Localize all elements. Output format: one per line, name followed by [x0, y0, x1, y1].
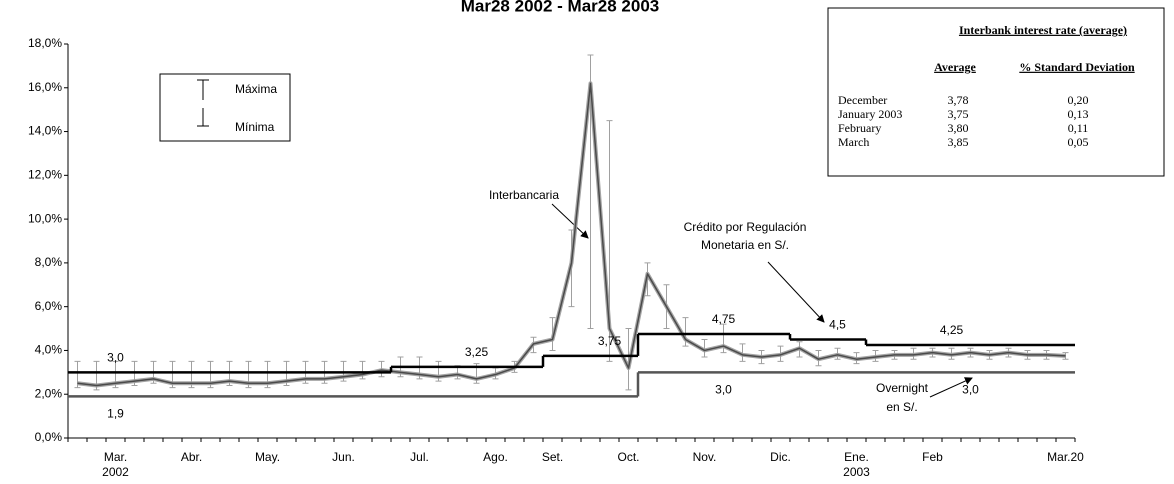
- annotation-arrow: [929, 377, 973, 398]
- chart-title: Mar28 2002 - Mar28 2003: [461, 0, 659, 15]
- value-label: 4,25: [940, 323, 964, 337]
- value-label: 3,75: [598, 334, 622, 348]
- annotation-arrow: [767, 261, 825, 323]
- legend-label: Mínima: [235, 120, 275, 134]
- table-cell: 0,13: [1068, 107, 1089, 121]
- y-tick-label: 8,0%: [35, 255, 63, 269]
- table-cell: March: [838, 135, 869, 149]
- y-tick-label: 0,0%: [35, 430, 63, 444]
- legend-box: [159, 73, 291, 142]
- value-label: 3,0: [107, 351, 124, 365]
- legend-label: Máxima: [235, 82, 277, 96]
- y-tick-label: 18,0%: [28, 36, 62, 50]
- legend-symbol-min: [197, 108, 209, 127]
- y-tick-label: 16,0%: [28, 80, 62, 94]
- inset-box: [827, 7, 1165, 177]
- legend-symbol-max: [197, 79, 209, 100]
- x-tick-label: May.: [255, 450, 280, 464]
- series-annotation: Interbancaria: [489, 188, 559, 202]
- y-tick-label: 10,0%: [28, 211, 62, 225]
- legend: Máxima Mínima: [159, 73, 291, 142]
- table-cell: January 2003: [838, 107, 902, 121]
- table-cell: December: [838, 93, 887, 107]
- table-cell: 0,20: [1068, 93, 1089, 107]
- x-tick-label: Ene. 2003: [843, 450, 870, 479]
- table-cell: 3,85: [948, 135, 969, 149]
- annotation-arrow: [551, 203, 589, 239]
- table-cell: 0,11: [1068, 121, 1089, 135]
- x-tick-label: Jun.: [332, 450, 355, 464]
- y-tick-label: 6,0%: [35, 299, 63, 313]
- table-cell: 3,78: [948, 93, 969, 107]
- series-annotation: Overnight en S/.: [876, 381, 929, 414]
- value-label: 1,9: [107, 407, 124, 421]
- value-label: 4,75: [712, 312, 736, 326]
- x-tick-label: Nov.: [693, 450, 717, 464]
- table-cell: February: [838, 121, 881, 135]
- y-tick-label: 2,0%: [35, 386, 63, 400]
- y-tick-label: 12,0%: [28, 168, 62, 182]
- table-header: Average: [934, 60, 976, 74]
- x-tick-label: Jul.: [410, 450, 429, 464]
- value-label: 3,25: [465, 345, 489, 359]
- x-tick-label: Dic.: [770, 450, 791, 464]
- inset-table: Interbank interest rate (average) Averag…: [827, 7, 1165, 177]
- table-title: Interbank interest rate (average): [959, 23, 1127, 37]
- table-cell: 3,80: [948, 121, 969, 135]
- x-tick-label: Set.: [542, 450, 563, 464]
- x-tick-label: Mar.20: [1047, 450, 1084, 464]
- x-tick-label: Feb: [922, 450, 943, 464]
- x-tick-label: Abr.: [181, 450, 202, 464]
- x-tick-label: Mar. 2002: [102, 450, 129, 479]
- table-cell: 0,05: [1068, 135, 1089, 149]
- value-label: 3,0: [962, 383, 979, 397]
- value-label: 3,0: [715, 383, 732, 397]
- line-series: [77, 82, 1066, 387]
- series-annotation: Crédito por Regulación Monetaria en S/.: [684, 220, 807, 252]
- table-cell: 3,75: [948, 107, 969, 121]
- value-label: 4,5: [829, 318, 846, 332]
- x-tick-label: Oct.: [617, 450, 639, 464]
- table-header: % Standard Deviation: [1019, 60, 1135, 74]
- y-tick-label: 4,0%: [35, 343, 63, 357]
- y-tick-label: 14,0%: [28, 124, 62, 138]
- x-tick-label: Ago.: [483, 450, 508, 464]
